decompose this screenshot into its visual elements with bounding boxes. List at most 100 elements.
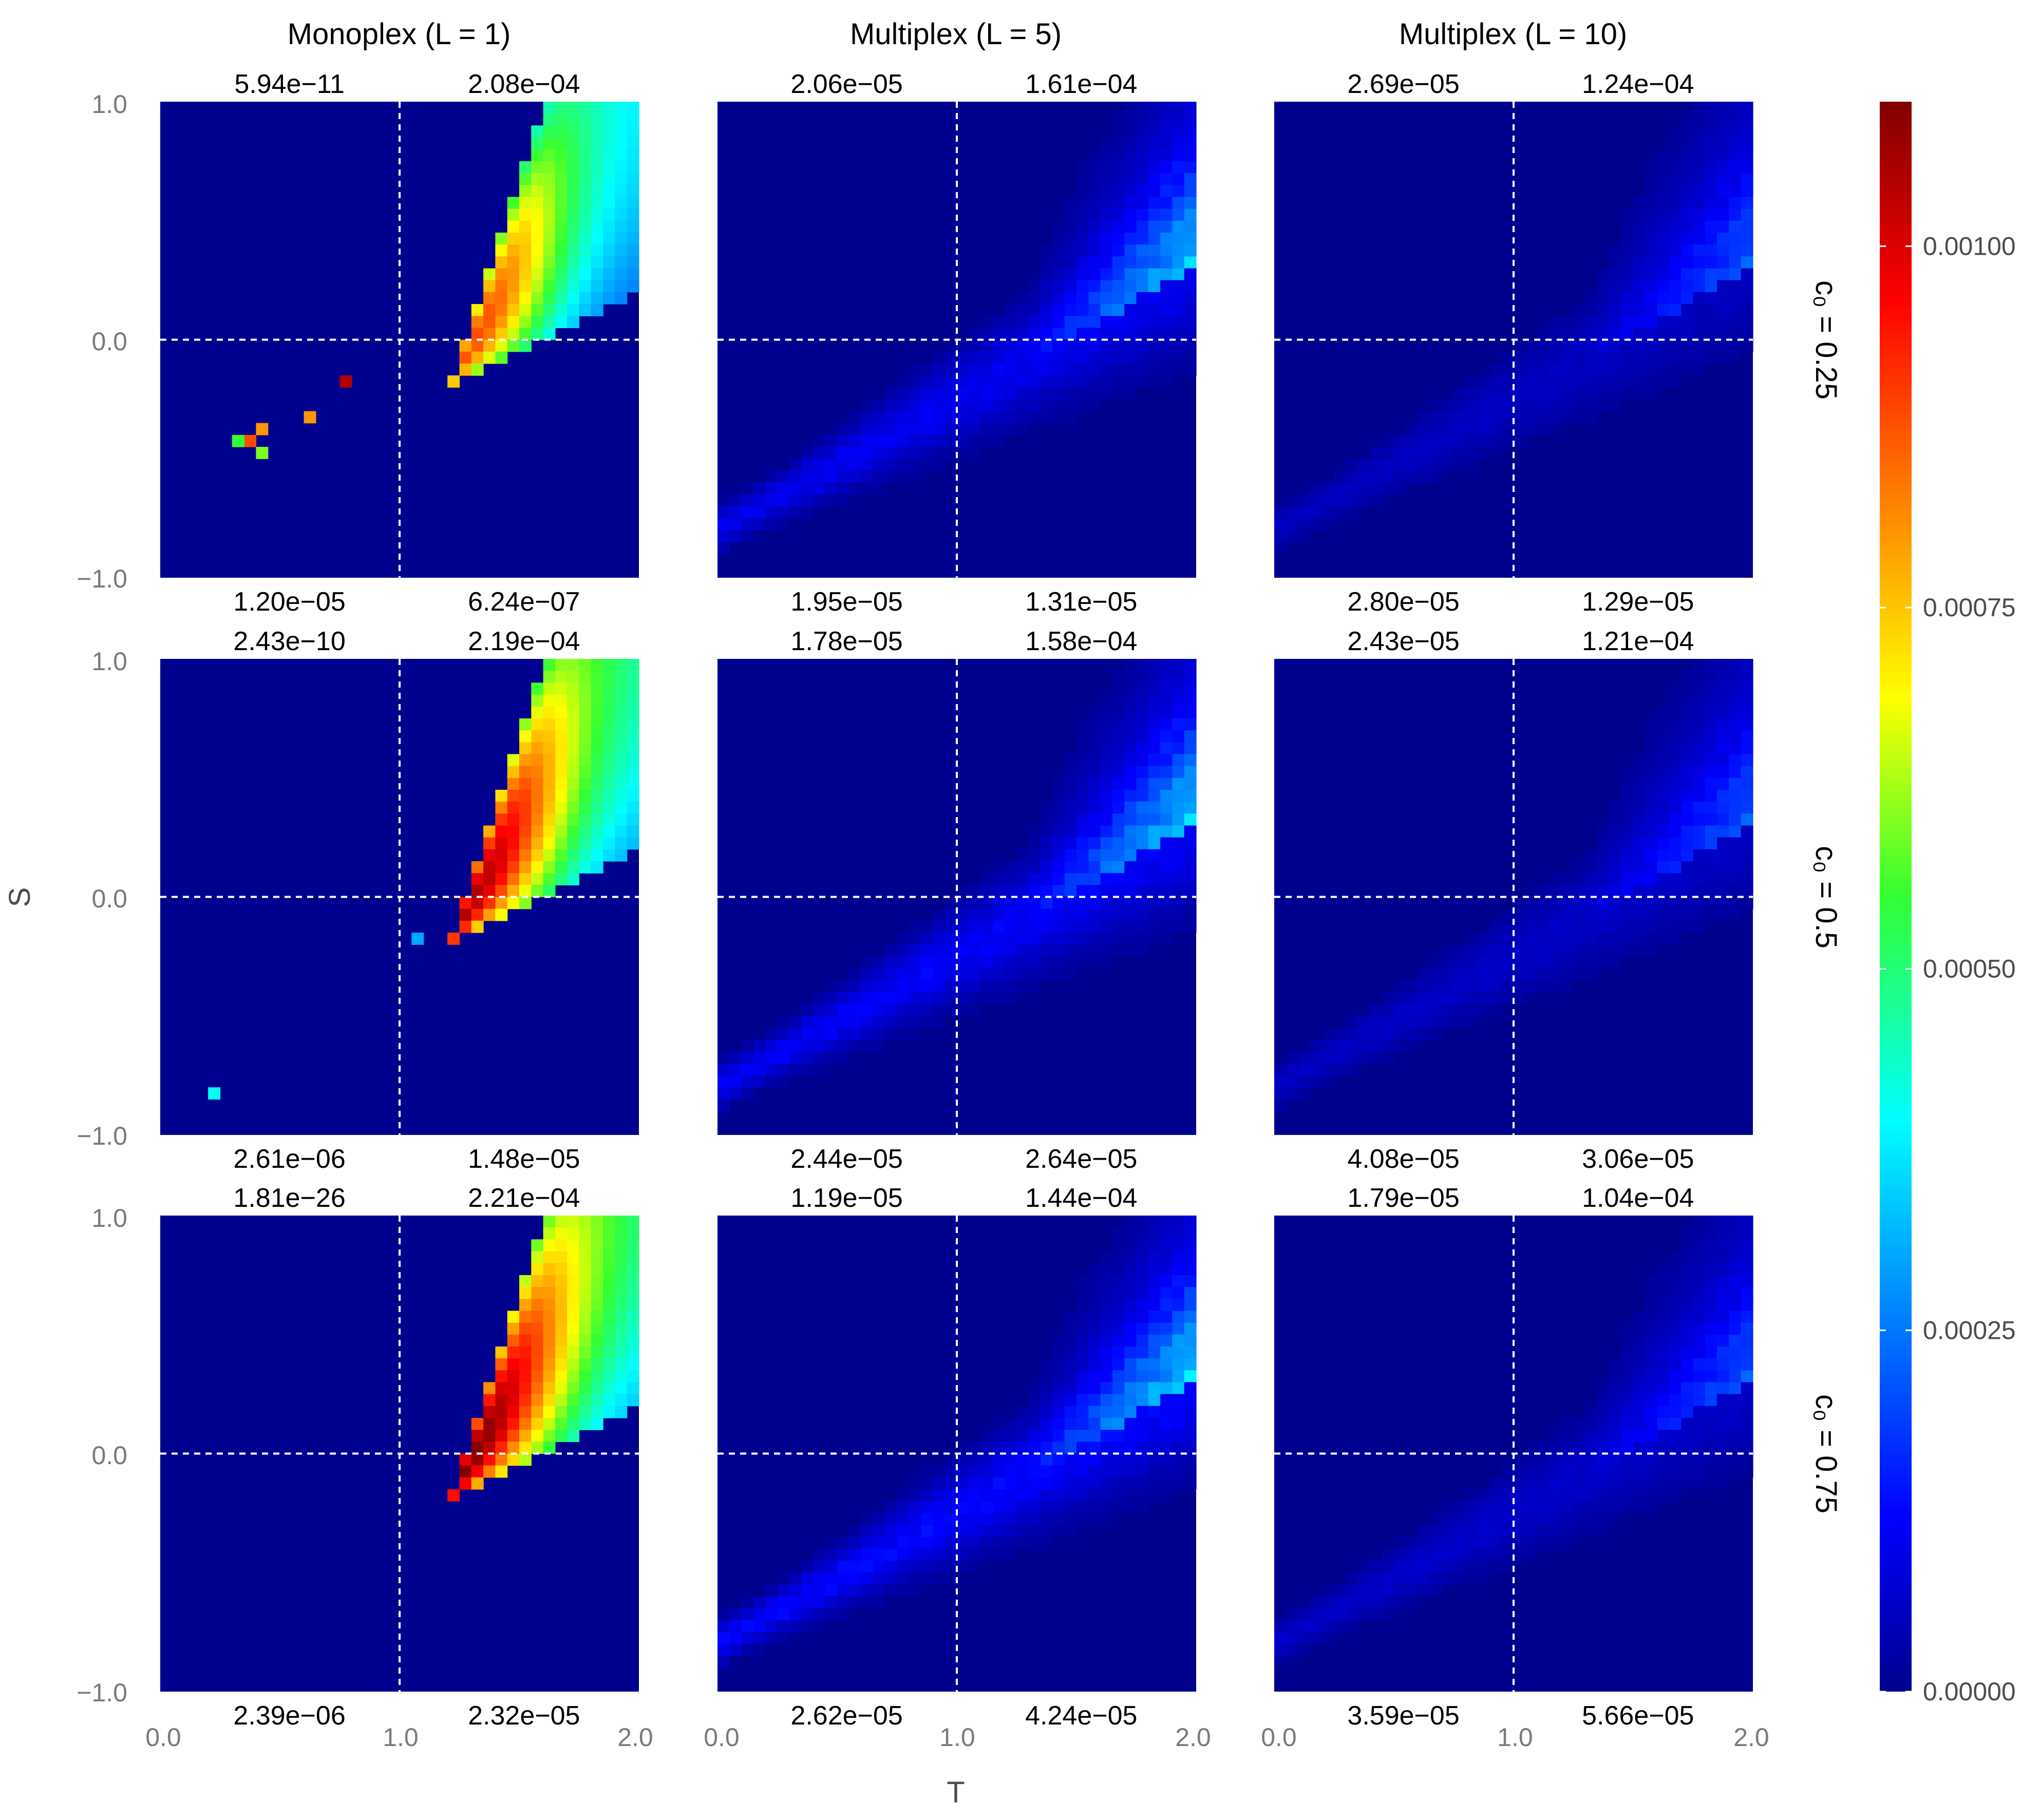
heatmap-cell bbox=[1160, 861, 1173, 874]
heatmap-cell bbox=[1561, 1513, 1574, 1526]
heatmap-cell bbox=[1729, 1239, 1742, 1252]
heatmap-cell bbox=[1100, 706, 1113, 719]
heatmap-cell bbox=[1088, 1453, 1101, 1466]
heatmap-cell bbox=[543, 280, 556, 293]
heatmap-cell bbox=[1525, 399, 1538, 412]
heatmap-cell bbox=[1076, 339, 1089, 352]
heatmap-cell bbox=[1184, 671, 1197, 683]
heatmap-cell bbox=[1669, 1287, 1682, 1299]
heatmap-cell bbox=[579, 742, 592, 754]
heatmap-cell bbox=[1172, 718, 1185, 731]
heatmap-cell bbox=[1729, 682, 1742, 695]
heatmap-cell bbox=[861, 1537, 874, 1549]
heatmap-cell bbox=[507, 328, 520, 340]
heatmap-cell bbox=[483, 1465, 496, 1478]
heatmap-cell bbox=[1729, 161, 1742, 174]
heatmap-cell bbox=[1741, 102, 1753, 114]
heatmap-cell bbox=[1088, 730, 1101, 743]
quadrant-value-top-left: 1.81e−26 bbox=[233, 1183, 345, 1213]
heatmap-cell bbox=[969, 375, 981, 388]
heatmap-cell bbox=[1681, 813, 1694, 826]
heatmap-cell bbox=[531, 742, 544, 754]
heatmap-cell bbox=[1076, 375, 1089, 388]
heatmap-cell bbox=[1693, 754, 1706, 767]
heatmap-cell bbox=[945, 1453, 957, 1466]
heatmap-cell bbox=[591, 185, 603, 197]
y-tick-row1-bot: −1.0 bbox=[77, 564, 127, 593]
heatmap-cell bbox=[1406, 1537, 1419, 1549]
heatmap-cell bbox=[519, 232, 532, 245]
heatmap-cell bbox=[567, 789, 580, 802]
heatmap-cell bbox=[1052, 1334, 1065, 1347]
heatmap-cell bbox=[1172, 1370, 1185, 1383]
heatmap-cell bbox=[1148, 897, 1161, 909]
heatmap-cell bbox=[1597, 1513, 1610, 1526]
heatmap-cell bbox=[1124, 161, 1137, 174]
heatmap-cell bbox=[1729, 1430, 1742, 1442]
heatmap-cell bbox=[1041, 1477, 1053, 1490]
heatmap-cell bbox=[1016, 339, 1029, 352]
heatmap-cell bbox=[1561, 1525, 1574, 1538]
heatmap-cell bbox=[1418, 1561, 1430, 1573]
heatmap-cell bbox=[1585, 387, 1598, 400]
heatmap-cell bbox=[825, 1039, 838, 1052]
heatmap-cell bbox=[1136, 220, 1149, 233]
heatmap-cell bbox=[980, 1489, 993, 1502]
heatmap-cell bbox=[1681, 1465, 1694, 1478]
heatmap-cell bbox=[1549, 423, 1562, 435]
heatmap-cell bbox=[1657, 802, 1670, 814]
heatmap-cell bbox=[507, 1418, 520, 1430]
heatmap-cell bbox=[1621, 766, 1634, 779]
heatmap-cell bbox=[753, 518, 766, 530]
heatmap-cell bbox=[1418, 470, 1430, 483]
heatmap-cell bbox=[1028, 980, 1041, 993]
heatmap-cell bbox=[603, 232, 615, 245]
heatmap-cell bbox=[1064, 1453, 1077, 1466]
heatmap-cell bbox=[1124, 316, 1137, 328]
heatmap-cell bbox=[531, 304, 544, 316]
heatmap-cell bbox=[1124, 1382, 1137, 1395]
heatmap-cell bbox=[531, 1418, 544, 1430]
heatmap-cell bbox=[615, 280, 628, 293]
heatmap-cell bbox=[1028, 1442, 1041, 1454]
heatmap-cell bbox=[1729, 173, 1742, 185]
heatmap-cell bbox=[555, 837, 568, 850]
heatmap-cell bbox=[1112, 885, 1125, 898]
heatmap-cell bbox=[1645, 1358, 1658, 1371]
heatmap-cell bbox=[789, 494, 802, 507]
heatmap-cell bbox=[789, 1016, 802, 1029]
heatmap-cell bbox=[603, 113, 615, 126]
heatmap-cell bbox=[471, 304, 484, 316]
heatmap-cell bbox=[1705, 1251, 1717, 1264]
heatmap-cell bbox=[543, 682, 556, 695]
heatmap-cell bbox=[1669, 197, 1682, 210]
heatmap-cell bbox=[579, 861, 592, 874]
heatmap-cell bbox=[1274, 1644, 1287, 1657]
heatmap-cell bbox=[1609, 363, 1622, 376]
heatmap-cell bbox=[1489, 399, 1502, 412]
heatmap-cell bbox=[1681, 849, 1694, 862]
heatmap-cell bbox=[1124, 1322, 1137, 1335]
heatmap-cell bbox=[1076, 292, 1089, 305]
heatmap-cell bbox=[1621, 208, 1634, 221]
heatmap-cell bbox=[1160, 1442, 1173, 1454]
heatmap-cell bbox=[1633, 1430, 1646, 1442]
heatmap-cell bbox=[1064, 363, 1077, 376]
heatmap-cell bbox=[897, 933, 910, 945]
heatmap-cell bbox=[1088, 197, 1101, 210]
heatmap-cell bbox=[969, 434, 981, 447]
heatmap-cell bbox=[1124, 920, 1137, 933]
heatmap-cell bbox=[1064, 1358, 1077, 1371]
heatmap-cell bbox=[753, 1608, 766, 1621]
heatmap-cell bbox=[1465, 1016, 1478, 1029]
heatmap-cell bbox=[1124, 1358, 1137, 1371]
heatmap-cell bbox=[980, 933, 993, 945]
heatmap-cell bbox=[591, 682, 603, 695]
heatmap-cell bbox=[1501, 434, 1514, 447]
heatmap-cell bbox=[1052, 304, 1065, 316]
heatmap-cell bbox=[1429, 1584, 1442, 1597]
heatmap-cell bbox=[957, 1489, 969, 1502]
heatmap-cell bbox=[495, 232, 508, 245]
heatmap-cell bbox=[1005, 1430, 1017, 1442]
heatmap-cell bbox=[1124, 220, 1137, 233]
